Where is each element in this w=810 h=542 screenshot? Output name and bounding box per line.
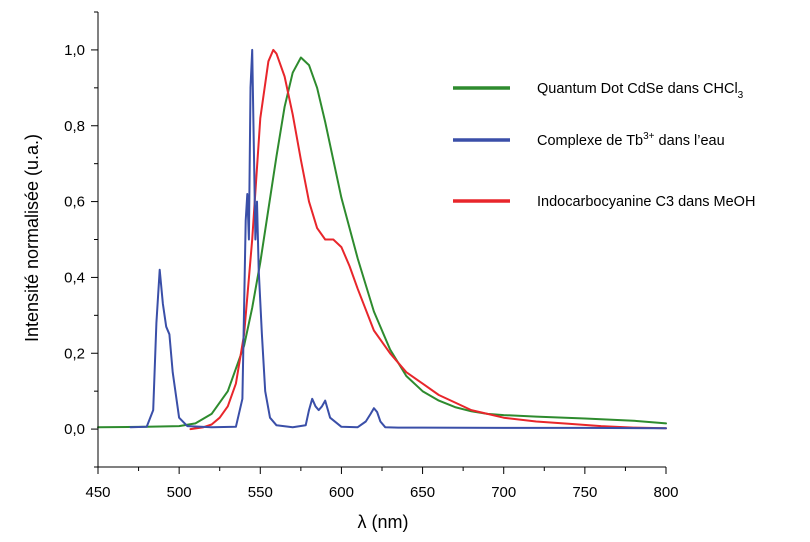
x-tick-label: 450 — [85, 484, 110, 501]
x-tick-label: 500 — [167, 484, 192, 501]
x-tick-label: 700 — [491, 484, 516, 501]
y-tick-label: 0,6 — [64, 194, 85, 211]
legend-label: Indocarbocyanine C3 dans MeOH — [537, 194, 755, 210]
series-line — [189, 48, 667, 431]
x-tick-label: 750 — [572, 484, 597, 501]
legend-label: Complexe de Tb3+ dans l’eau — [537, 131, 725, 149]
y-tick-label: 1,0 — [64, 42, 85, 59]
y-ticks: 0,0 0,2 0,4 0,6 0,8 1,0 — [64, 11, 98, 468]
x-ticks: 450 500 550 600 650 700 750 800 — [85, 467, 679, 501]
plot-lines — [97, 48, 667, 431]
x-tick-label: 650 — [410, 484, 435, 501]
y-tick-label: 0,4 — [64, 269, 85, 286]
x-axis-title: λ (nm) — [358, 512, 409, 532]
y-tick-label: 0,8 — [64, 118, 85, 135]
y-tick-label: 0,0 — [64, 421, 85, 438]
y-tick-label: 0,2 — [64, 345, 85, 362]
series-line — [97, 56, 667, 429]
series-line — [129, 48, 667, 430]
x-tick-label: 600 — [329, 484, 354, 501]
x-tick-label: 800 — [653, 484, 678, 501]
legend: Quantum Dot CdSe dans CHCl3 Complexe de T… — [453, 81, 755, 210]
x-tick-label: 550 — [248, 484, 273, 501]
legend-label: Quantum Dot CdSe dans CHCl3 — [537, 81, 744, 101]
y-axis-title: Intensité normalisée (u.a.) — [22, 134, 42, 342]
